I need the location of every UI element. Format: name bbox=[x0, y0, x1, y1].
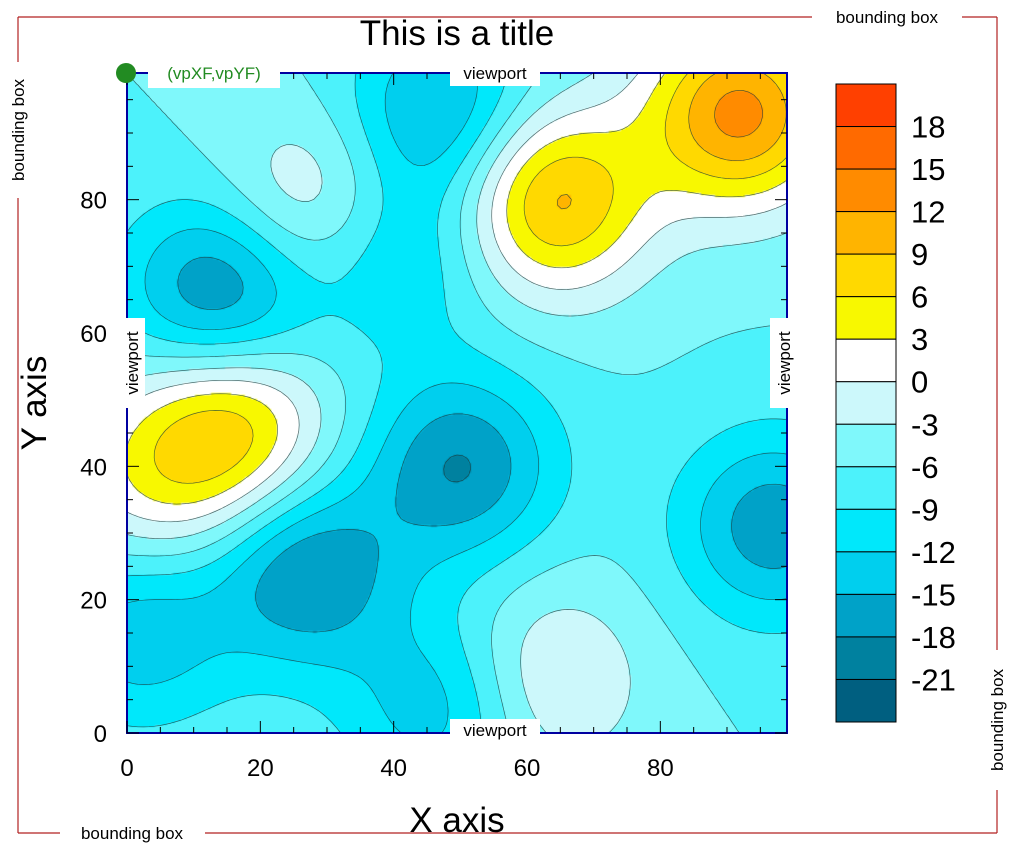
x-tick-label: 80 bbox=[647, 755, 674, 782]
colorbar-swatch bbox=[835, 83, 897, 128]
y-tick-label: 60 bbox=[80, 321, 107, 348]
colorbar-label: 12 bbox=[911, 195, 945, 230]
contour-line bbox=[127, 73, 787, 505]
y-tick-label: 40 bbox=[80, 454, 107, 481]
colorbar-label: 0 bbox=[911, 365, 928, 400]
colorbar-label: 9 bbox=[911, 237, 928, 272]
contour-line bbox=[127, 73, 787, 733]
y-tick-label: 0 bbox=[94, 721, 107, 748]
bounding-box-frame bbox=[17, 16, 998, 834]
viewport-label-bottom-bg bbox=[450, 719, 540, 743]
viewport-label-bottom: viewport bbox=[463, 721, 527, 740]
x-tick-label: 0 bbox=[120, 755, 133, 782]
colorbar-swatch bbox=[835, 296, 897, 340]
colorbar-label: -12 bbox=[911, 535, 956, 570]
contour-field bbox=[127, 73, 787, 733]
colorbar-swatch bbox=[835, 381, 897, 425]
colorbar-label: -18 bbox=[911, 620, 956, 655]
colorbar-swatch bbox=[835, 636, 897, 680]
colorbar-label: -6 bbox=[911, 450, 939, 485]
viewport-label-left: viewport bbox=[123, 331, 142, 395]
corner-marker-dot bbox=[116, 63, 136, 83]
y-tick-label: 20 bbox=[80, 588, 107, 615]
bbox-label-top: bounding box bbox=[836, 8, 939, 27]
colorbar-label: 6 bbox=[911, 280, 928, 315]
colorbar-swatch bbox=[835, 508, 897, 553]
colorbar-swatch bbox=[835, 211, 897, 255]
colorbar-label: -21 bbox=[911, 662, 956, 697]
colorbar-label: 3 bbox=[911, 322, 928, 357]
colorbar-swatch bbox=[835, 466, 897, 510]
contour-line bbox=[127, 73, 787, 523]
chart-title: This is a title bbox=[360, 14, 555, 53]
viewport-label-top-bg bbox=[450, 62, 540, 86]
contour-lines bbox=[127, 73, 787, 733]
bbox-label-right: bounding box bbox=[988, 668, 1007, 771]
colorbar-label: 15 bbox=[911, 152, 945, 187]
colorbar-swatch bbox=[835, 253, 897, 298]
colorbar-label: -3 bbox=[911, 407, 939, 442]
colorbar-label: 18 bbox=[911, 110, 945, 145]
viewport-label-right-bg bbox=[770, 318, 798, 408]
x-tick-label: 20 bbox=[247, 755, 274, 782]
colorbar-swatch bbox=[835, 423, 897, 468]
viewport-label-top: viewport bbox=[463, 64, 527, 83]
colorbar-label: -9 bbox=[911, 492, 939, 527]
viewport-label-left-bg bbox=[119, 318, 145, 408]
colorbar-swatch bbox=[835, 551, 897, 595]
contour-line bbox=[177, 256, 787, 633]
axis-tick-labels: 0 20 40 60 80 0 20 40 60 80 bbox=[80, 188, 673, 782]
colorbar-labels: 18 15 12 9 6 3 0 -3 -6 -9 -12 -15 -18 -21 bbox=[911, 110, 956, 698]
viewport-label-right: viewport bbox=[775, 331, 794, 395]
colorbar-label: -15 bbox=[911, 577, 956, 612]
colorbar bbox=[835, 83, 897, 723]
x-axis-label: X axis bbox=[409, 801, 504, 840]
colorbar-swatch bbox=[835, 126, 897, 170]
bbox-label-bottom: bounding box bbox=[81, 824, 184, 843]
contour-line bbox=[714, 89, 763, 138]
y-axis-label: Y axis bbox=[15, 356, 54, 451]
contour-line bbox=[443, 454, 471, 483]
bbox-label-left: bounding box bbox=[9, 78, 28, 181]
contour-line bbox=[557, 73, 787, 210]
x-tick-label: 40 bbox=[380, 755, 407, 782]
colorbar-swatch bbox=[835, 678, 897, 723]
corner-label: (vpXF,vpYF) bbox=[167, 64, 261, 83]
contour-line bbox=[127, 73, 787, 733]
y-tick-label: 80 bbox=[80, 188, 107, 215]
colorbar-swatch bbox=[835, 593, 897, 638]
colorbar-swatch bbox=[835, 338, 897, 383]
contour-line bbox=[127, 73, 787, 733]
contour-plot bbox=[127, 73, 787, 733]
contour-line bbox=[153, 73, 787, 484]
x-tick-label: 60 bbox=[514, 755, 541, 782]
corner-label-bg bbox=[148, 62, 280, 88]
colorbar-swatch bbox=[835, 168, 897, 213]
